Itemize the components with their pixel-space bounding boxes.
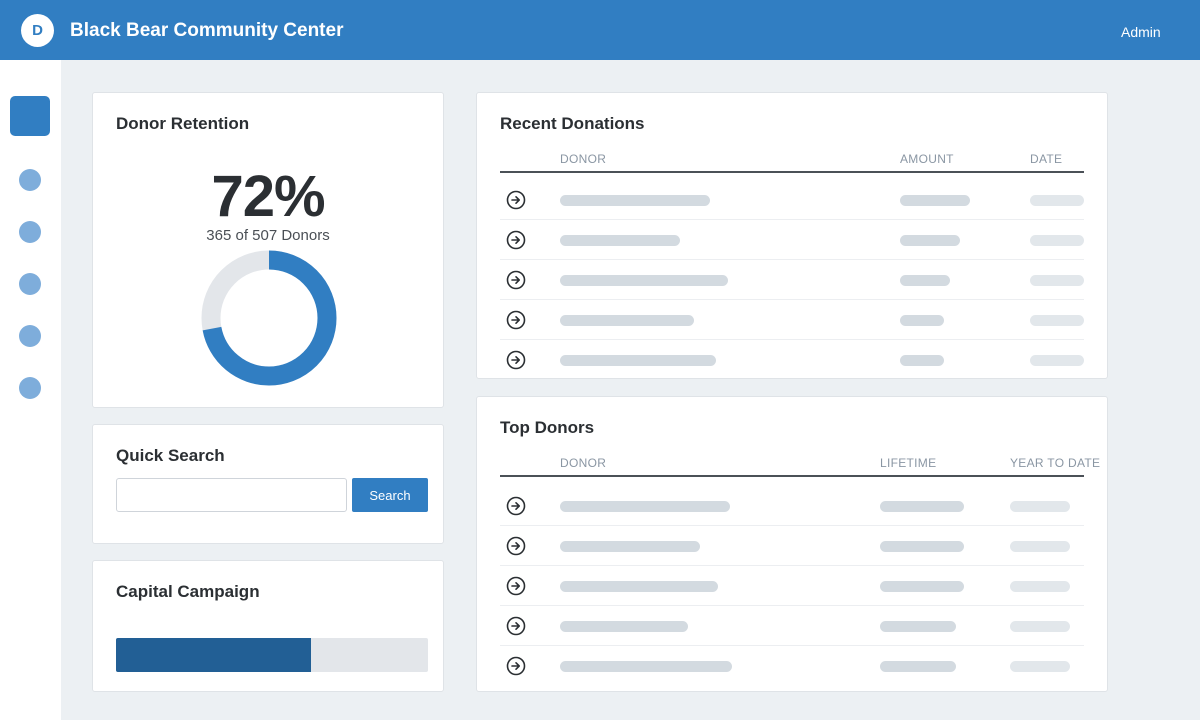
arrow-circle-right-icon[interactable]: [506, 310, 526, 335]
table-row[interactable]: [500, 526, 1084, 566]
cell-placeholder-2: [880, 581, 964, 592]
admin-menu-link[interactable]: Admin: [1121, 24, 1161, 40]
table-row[interactable]: [500, 646, 1084, 686]
capital-campaign-card: Capital Campaign: [92, 560, 444, 692]
col-header-date: DATE: [1030, 152, 1063, 166]
arrow-circle-right-icon[interactable]: [506, 576, 526, 601]
cell-placeholder-3: [1010, 621, 1070, 632]
cell-placeholder-2: [900, 315, 944, 326]
sidebar-item-3[interactable]: [19, 221, 41, 243]
search-input[interactable]: [116, 478, 347, 512]
cell-placeholder-3: [1030, 195, 1084, 206]
search-button[interactable]: Search: [352, 478, 428, 512]
donut-arc: [201, 250, 337, 386]
cell-placeholder-3: [1010, 541, 1070, 552]
retention-subtitle: 365 of 507 Donors: [206, 227, 330, 244]
cell-placeholder-3: [1010, 661, 1070, 672]
table-row[interactable]: [500, 486, 1084, 526]
cell-placeholder-2: [880, 621, 956, 632]
cell-placeholder-3: [1030, 355, 1084, 366]
cell-placeholder-2: [880, 541, 964, 552]
cell-placeholder-1: [560, 235, 680, 246]
cell-placeholder-1: [560, 501, 730, 512]
arrow-circle-right-icon[interactable]: [506, 270, 526, 295]
table-row[interactable]: [500, 340, 1084, 378]
col-header-donor: DONOR: [560, 456, 607, 470]
table-row[interactable]: [500, 300, 1084, 340]
cell-placeholder-1: [560, 661, 732, 672]
cell-placeholder-2: [900, 195, 970, 206]
app-title: Black Bear Community Center: [70, 20, 344, 41]
table-row[interactable]: [500, 220, 1084, 260]
cell-placeholder-3: [1030, 315, 1084, 326]
table-header-divider: [500, 171, 1084, 173]
cell-placeholder-1: [560, 621, 688, 632]
cell-placeholder-1: [560, 581, 718, 592]
arrow-circle-right-icon[interactable]: [506, 350, 526, 375]
donor-retention-card: Donor Retention 72% 365 of 507 Donors: [92, 92, 444, 408]
col-header-lifetime: LIFETIME: [880, 456, 937, 470]
cell-placeholder-2: [880, 501, 964, 512]
table-header-divider: [500, 475, 1084, 477]
cell-placeholder-1: [560, 355, 716, 366]
cell-placeholder-3: [1010, 581, 1070, 592]
cell-placeholder-1: [560, 195, 710, 206]
retention-donut-chart: [201, 250, 337, 386]
campaign-progress-bar: [116, 638, 428, 672]
cell-placeholder-2: [880, 661, 956, 672]
campaign-progress-fill: [116, 638, 311, 672]
cell-placeholder-3: [1030, 235, 1084, 246]
col-header-amount: AMOUNT: [900, 152, 954, 166]
arrow-circle-right-icon[interactable]: [506, 230, 526, 255]
retention-percent: 72%: [211, 164, 325, 229]
quick-search-card: Quick Search Search: [92, 424, 444, 544]
sidebar-item-5[interactable]: [19, 325, 41, 347]
table-row[interactable]: [500, 606, 1084, 646]
sidebar-item-active[interactable]: [10, 96, 50, 136]
quick-search-title: Quick Search: [116, 446, 225, 465]
col-header-year-to-date: YEAR TO DATE: [1010, 456, 1101, 470]
recent-donations-title: Recent Donations: [500, 114, 645, 133]
top-donors-title: Top Donors: [500, 418, 595, 437]
cell-placeholder-1: [560, 541, 700, 552]
logo-badge[interactable]: D: [21, 14, 54, 47]
cell-placeholder-1: [560, 315, 694, 326]
capital-campaign-title: Capital Campaign: [116, 582, 260, 601]
donor-retention-title: Donor Retention: [116, 114, 250, 133]
col-header-donor: DONOR: [560, 152, 607, 166]
cell-placeholder-1: [560, 275, 728, 286]
sidebar-item-4[interactable]: [19, 273, 41, 295]
sidebar-item-2[interactable]: [19, 169, 41, 191]
table-row[interactable]: [500, 566, 1084, 606]
top-donors-card: Top Donors DONOR LIFETIME YEAR TO DATE: [476, 396, 1108, 692]
cell-placeholder-2: [900, 235, 960, 246]
top-bar: D Black Bear Community Center Admin: [0, 0, 1200, 60]
table-row[interactable]: [500, 180, 1084, 220]
arrow-circle-right-icon[interactable]: [506, 656, 526, 681]
recent-donations-card: Recent Donations DONOR AMOUNT DATE: [476, 92, 1108, 379]
cell-placeholder-2: [900, 355, 944, 366]
sidebar: [0, 60, 61, 720]
table-row[interactable]: [500, 260, 1084, 300]
arrow-circle-right-icon[interactable]: [506, 616, 526, 641]
arrow-circle-right-icon[interactable]: [506, 190, 526, 215]
arrow-circle-right-icon[interactable]: [506, 496, 526, 521]
cell-placeholder-2: [900, 275, 950, 286]
sidebar-item-6[interactable]: [19, 377, 41, 399]
cell-placeholder-3: [1030, 275, 1084, 286]
arrow-circle-right-icon[interactable]: [506, 536, 526, 561]
cell-placeholder-3: [1010, 501, 1070, 512]
